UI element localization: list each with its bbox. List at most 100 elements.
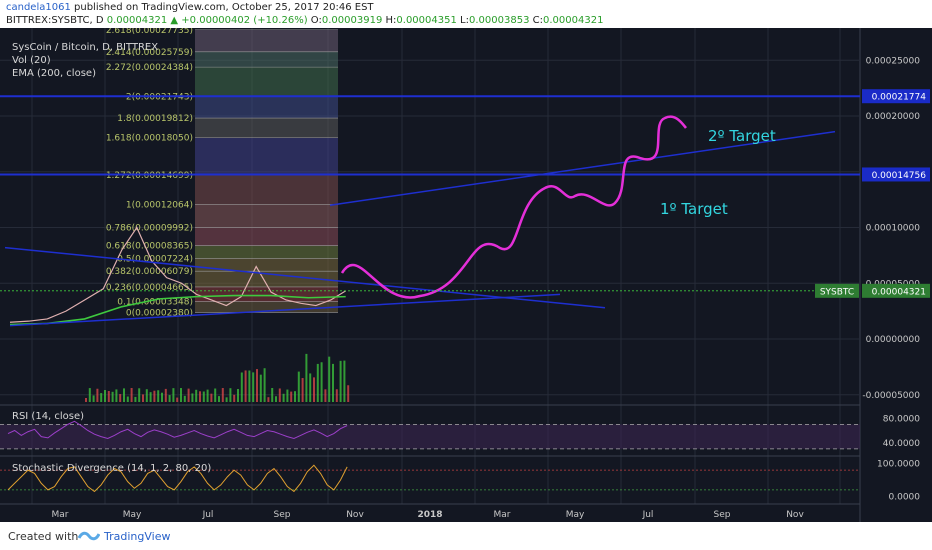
volume-bar — [252, 372, 255, 402]
fib-level-label: 0.5(0.00007224) — [117, 254, 193, 264]
volume-bar — [286, 389, 289, 402]
volume-bar — [202, 391, 205, 402]
fib-level-label: 0.786(0.00009992) — [106, 224, 193, 234]
volume-bar — [221, 388, 224, 402]
high-label: H: — [385, 15, 397, 26]
trend-lines[interactable] — [0, 95, 860, 327]
close-value: 0.00004321 — [543, 15, 604, 26]
price-axis-panel[interactable] — [860, 28, 932, 522]
volume-bar — [176, 397, 179, 402]
volume-bar — [259, 374, 262, 402]
time-tick-label: May — [123, 510, 142, 520]
legend: SysCoin / Bitcoin, D, BITTREX Vol (20) E… — [12, 42, 158, 79]
volume-bar — [115, 389, 118, 402]
chart-area[interactable]: 2.618(0.00027735) 2.414(0.00025759) 2.272(… — [0, 28, 932, 522]
stoch-tick-label: 100.0000 — [877, 460, 920, 470]
target-2-annotation[interactable]: 2º Target — [708, 127, 776, 145]
legend-ema: EMA (200, close) — [12, 68, 96, 79]
volume-bar — [149, 392, 152, 402]
rsi-tick-label: 80.0000 — [883, 414, 920, 424]
volume-bar — [104, 390, 106, 402]
fib-level-label: 2(0.00021743) — [126, 93, 193, 103]
volume-bar — [332, 363, 334, 402]
symbol-marker-box — [815, 283, 859, 298]
fib-level-label: 0.1(0.00003348) — [117, 298, 193, 308]
volume-bar — [225, 397, 228, 402]
time-tick-label: May — [566, 510, 585, 520]
fib-zone — [195, 29, 338, 52]
target-1-annotation[interactable]: 1º Target — [660, 200, 728, 218]
volume-bar — [278, 388, 281, 402]
volume-bar — [294, 391, 296, 402]
fib-level-label: 1.272(0.00014699) — [106, 171, 193, 181]
time-tick-label: Nov — [346, 510, 364, 520]
fibonacci-retracement[interactable]: 2.618(0.00027735) 2.414(0.00025759) 2.272(… — [106, 28, 338, 318]
volume-bar — [96, 388, 99, 402]
volume-bar — [229, 388, 232, 402]
volume-bar — [123, 388, 125, 402]
volume-bar — [187, 388, 190, 402]
tradingview-logo-icon — [77, 529, 101, 546]
volume-bar — [263, 368, 266, 402]
price-axis-labels: 0.000250000.000200000.000100000.00005000… — [0, 56, 930, 401]
volume-bar — [335, 389, 338, 402]
author-link[interactable]: candela1061 — [6, 2, 71, 13]
volume-bar — [183, 395, 186, 402]
volume-bar — [88, 388, 91, 402]
time-axis[interactable]: Mar May Jul Sep Nov 2018 Mar May Jul Sep Nov — [52, 510, 805, 520]
projected-path-drawing[interactable] — [340, 115, 687, 299]
fib-zone — [195, 227, 338, 246]
volume-bar — [199, 391, 201, 402]
price-marker-label: 0.00004321 — [872, 287, 926, 297]
fib-zone — [195, 245, 338, 259]
volume-bar — [164, 388, 167, 402]
ascending-trendline[interactable] — [9, 293, 561, 327]
fib-zone — [195, 96, 338, 119]
volume-bar — [168, 395, 171, 402]
fib-level-label: 1(0.00012064) — [126, 200, 193, 210]
volume-bar — [309, 373, 312, 402]
time-tick-label: Mar — [52, 510, 69, 520]
volume-bar — [240, 372, 243, 402]
stochastic-pane: 100.0000 0.0000 — [0, 460, 920, 502]
fib-zone — [195, 51, 338, 68]
volume-bar — [134, 396, 137, 402]
fib-level-label: 1.618(0.00018050) — [106, 134, 193, 144]
legend-volume: Vol (20) — [12, 55, 51, 66]
volume-bar — [347, 385, 350, 402]
fib-level-label: 1.8(0.00019812) — [117, 114, 193, 124]
volume-bar — [172, 388, 175, 402]
price-line — [9, 226, 347, 323]
volume-bar — [161, 392, 163, 402]
time-tick-label: Mar — [494, 510, 511, 520]
price-tick-label: 0.00020000 — [866, 112, 921, 122]
volume-bar — [92, 395, 95, 402]
volume-bar — [111, 391, 114, 402]
volume-bar — [275, 396, 277, 402]
fib-level-label: 2.272(0.00024384) — [106, 63, 193, 73]
fib-level-label: 2.414(0.00025759) — [106, 48, 193, 58]
price-marker-label: 0.00021774 — [872, 93, 927, 103]
fib-level-label: 0(0.00002380) — [126, 308, 193, 318]
tradingview-link[interactable]: TradingView — [104, 530, 171, 543]
volume-bar — [191, 393, 194, 402]
rsi-title: RSI (14, close) — [12, 411, 84, 422]
volume-bar — [343, 360, 346, 402]
volume-bar — [206, 389, 209, 402]
time-tick-label: Jul — [202, 510, 214, 520]
low-value: 0.00003853 — [469, 15, 530, 26]
upper-channel-line[interactable] — [329, 130, 836, 206]
fib-level-label: 0.236(0.00004665) — [106, 283, 193, 293]
volume-bar — [301, 378, 304, 402]
last-price: 0.00004321 — [106, 15, 168, 26]
volume-bar — [107, 391, 110, 402]
stochastic-line — [7, 464, 348, 493]
high-value: 0.00004351 — [396, 15, 457, 26]
fib-zone — [195, 286, 338, 302]
open-label: O: — [310, 15, 322, 26]
close-label: C: — [532, 15, 543, 26]
publish-info: published on TradingView.com, October 25… — [70, 2, 374, 13]
footer: Created with TradingView — [0, 522, 932, 550]
time-tick-label: Jul — [642, 510, 654, 520]
volume-bar — [248, 370, 251, 402]
